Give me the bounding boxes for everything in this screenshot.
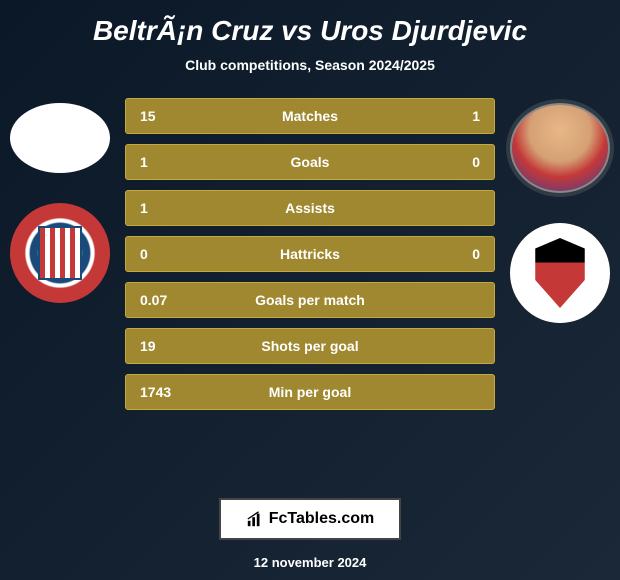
stat-label: Hattricks — [190, 246, 430, 262]
stat-left-value: 0.07 — [140, 292, 190, 308]
stat-label: Matches — [190, 108, 430, 124]
right-player-photo — [510, 103, 610, 193]
right-club-badge — [510, 223, 610, 323]
stat-right-value: 1 — [430, 108, 480, 124]
stat-left-value: 0 — [140, 246, 190, 262]
stat-label: Assists — [190, 200, 430, 216]
stat-left-value: 15 — [140, 108, 190, 124]
stat-left-value: 1743 — [140, 384, 190, 400]
stat-right-value: 0 — [430, 154, 480, 170]
watermark-badge: FcTables.com — [219, 498, 402, 540]
page-title: BeltrÃ¡n Cruz vs Uros Djurdjevic — [93, 15, 527, 47]
left-player-column — [0, 88, 120, 488]
chart-icon — [246, 510, 264, 528]
stat-label: Min per goal — [190, 384, 430, 400]
stat-label: Shots per goal — [190, 338, 430, 354]
watermark-text: FcTables.com — [269, 510, 375, 528]
stat-row-matches: 15 Matches 1 — [125, 98, 495, 134]
stat-right-value: 0 — [430, 246, 480, 262]
left-player-photo — [10, 103, 110, 173]
stat-row-goals: 1 Goals 0 — [125, 144, 495, 180]
content-area: 15 Matches 1 1 Goals 0 1 Assists 0 Hattr… — [0, 88, 620, 488]
stat-row-goals-per-match: 0.07 Goals per match — [125, 282, 495, 318]
stat-label: Goals — [190, 154, 430, 170]
stats-column: 15 Matches 1 1 Goals 0 1 Assists 0 Hattr… — [120, 88, 500, 488]
stat-row-hattricks: 0 Hattricks 0 — [125, 236, 495, 272]
stat-row-min-per-goal: 1743 Min per goal — [125, 374, 495, 410]
subtitle: Club competitions, Season 2024/2025 — [185, 57, 435, 73]
stat-row-shots-per-goal: 19 Shots per goal — [125, 328, 495, 364]
right-player-column — [500, 88, 620, 488]
stat-label: Goals per match — [190, 292, 430, 308]
left-club-badge — [10, 203, 110, 303]
comparison-infographic: BeltrÃ¡n Cruz vs Uros Djurdjevic Club co… — [0, 0, 620, 580]
date-text: 12 november 2024 — [254, 555, 367, 570]
stat-left-value: 1 — [140, 200, 190, 216]
stat-left-value: 19 — [140, 338, 190, 354]
stat-row-assists: 1 Assists — [125, 190, 495, 226]
stat-left-value: 1 — [140, 154, 190, 170]
